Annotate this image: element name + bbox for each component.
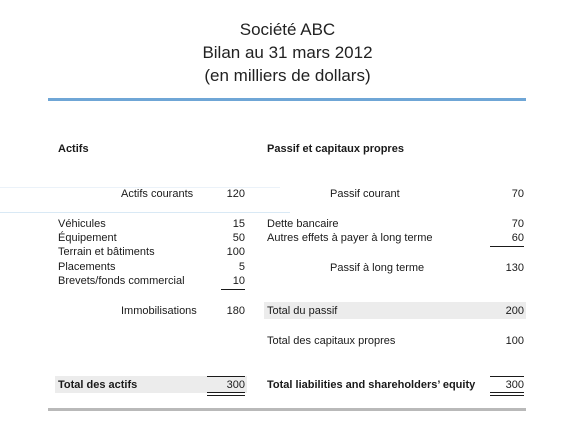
asset-item-value: 100	[226, 246, 245, 258]
assets-heading: Actifs	[58, 143, 89, 155]
asset-item-label: Terrain et bâtiments	[58, 246, 155, 258]
asset-item-label: Placements	[58, 261, 116, 273]
current-assets-value: 120	[226, 188, 245, 200]
liabilities-heading: Passif et capitaux propres	[267, 143, 404, 155]
liability-item-label: Autres effets à payer à long terme	[267, 232, 433, 244]
statement-units: (en milliers de dollars)	[204, 66, 371, 85]
asset-item-value: 10	[232, 275, 245, 287]
asset-item-value: 15	[232, 218, 245, 230]
total-liabilities-label: Total du passif	[267, 305, 338, 317]
asset-item-value: 5	[238, 261, 245, 273]
total-double-underline	[207, 392, 245, 393]
long-term-liabilities-value: 130	[505, 262, 524, 274]
company-name: Société ABC	[239, 20, 336, 39]
subtotal-underline	[490, 246, 524, 247]
asset-item-label: Véhicules	[58, 218, 106, 230]
bottom-rule	[48, 408, 526, 411]
current-assets-label: Actifs courants	[121, 188, 194, 200]
asset-item-label: Brevets/fonds commercial	[58, 275, 185, 287]
grand-total-label: Total liabilities and shareholders’ equi…	[267, 379, 476, 391]
total-assets-label: Total des actifs	[58, 379, 138, 391]
liability-item-value: 70	[511, 218, 524, 230]
total-overline	[207, 376, 245, 377]
asset-item-label: Équipement	[58, 232, 117, 244]
fixed-assets-label: Immobilisations	[121, 305, 197, 317]
current-liabilities-label: Passif courant	[330, 188, 400, 200]
total-double-underline	[490, 392, 524, 393]
total-liabilities-value: 200	[505, 305, 524, 317]
total-equity-value: 100	[505, 335, 524, 347]
total-equity-label: Total des capitaux propres	[267, 335, 396, 347]
total-double-underline	[490, 395, 524, 396]
total-overline	[490, 376, 524, 377]
liability-item-value: 60	[511, 232, 524, 244]
total-assets-value: 300	[226, 379, 245, 391]
scan-artifact-line	[0, 212, 290, 213]
subtotal-underline	[221, 289, 245, 290]
liability-item-label: Dette bancaire	[267, 218, 339, 230]
top-rule	[48, 98, 526, 101]
statement-title: Bilan au 31 mars 2012	[202, 43, 373, 62]
long-term-liabilities-label: Passif à long terme	[330, 262, 425, 274]
grand-total-value: 300	[505, 379, 524, 391]
total-liabilities-band	[264, 302, 526, 319]
total-double-underline	[207, 395, 245, 396]
asset-item-value: 50	[232, 232, 245, 244]
total-assets-band	[55, 376, 247, 393]
scan-artifact-line	[0, 187, 280, 188]
fixed-assets-value: 180	[226, 305, 245, 317]
current-liabilities-value: 70	[511, 188, 524, 200]
